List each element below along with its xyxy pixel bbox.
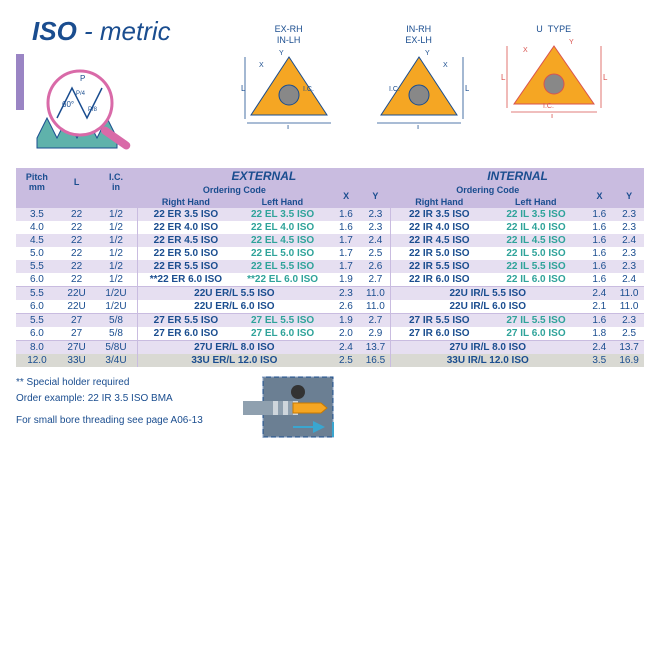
diag-label-2: IN-RH EX-LH — [369, 24, 469, 46]
svg-text:I.C.: I.C. — [303, 86, 314, 93]
svg-text:Y: Y — [425, 50, 430, 57]
table-row: 5.5275/827 ER 5.5 ISO27 EL 5.5 ISO1.92.7… — [16, 314, 644, 328]
svg-text:L: L — [551, 113, 556, 118]
tool-diagram-icon — [223, 367, 373, 457]
table-body: 3.5221/222 ER 3.5 ISO22 EL 3.5 ISO1.62.3… — [16, 208, 644, 367]
table-row: 4.0221/222 ER 4.0 ISO22 EL 4.0 ISO1.62.3… — [16, 221, 644, 234]
diagram-ex-rh: EX-RH IN-LH L L I.C. Y X — [239, 24, 339, 131]
svg-text:Y: Y — [569, 39, 574, 46]
table-row: 5.0221/222 ER 5.0 ISO22 EL 5.0 ISO1.72.5… — [16, 247, 644, 260]
svg-text:L: L — [417, 124, 422, 129]
svg-text:L: L — [241, 84, 246, 93]
table-row: 6.022U1/2U22U ER/L 6.0 ISO2.611.022U IR/… — [16, 300, 644, 314]
svg-text:60°: 60° — [62, 100, 74, 109]
diagram-in-rh: IN-RH EX-LH L L I.C. Y X — [369, 24, 469, 131]
svg-text:P: P — [80, 74, 85, 83]
footnotes: ** Special holder required Order example… — [16, 375, 203, 429]
note-smallbore: For small bore threading see page A06-13 — [16, 413, 203, 429]
magnifier-icon: 60° P P/4 P/8 — [32, 63, 152, 153]
table-row: 8.027U5/8U27U ER/L 8.0 ISO2.413.727U IR/… — [16, 341, 644, 355]
footer: ** Special holder required Order example… — [16, 367, 643, 457]
svg-text:P/4: P/4 — [76, 91, 86, 97]
svg-text:L: L — [501, 73, 506, 82]
diagram-u-type: U TYPE L L L I.C. Y X — [499, 24, 609, 131]
title-main: ISO — [32, 16, 77, 46]
table-row: 6.0221/2**22 ER 6.0 ISO**22 EL 6.0 ISO1.… — [16, 273, 644, 287]
svg-text:L: L — [287, 124, 292, 129]
svg-text:X: X — [259, 62, 264, 69]
insert-diagrams: EX-RH IN-LH L L I.C. Y X IN-RH EX-LH L — [239, 24, 609, 131]
page-title: ISO - metric — [32, 16, 171, 47]
svg-text:X: X — [443, 62, 448, 69]
diag-label-3: U TYPE — [499, 24, 609, 35]
table-row: 3.5221/222 ER 3.5 ISO22 EL 3.5 ISO1.62.3… — [16, 208, 644, 221]
note-special: ** Special holder required — [16, 375, 203, 391]
svg-text:Y: Y — [279, 50, 284, 57]
diag-label-1: EX-RH IN-LH — [239, 24, 339, 46]
svg-text:X: X — [523, 47, 528, 54]
svg-text:L: L — [603, 73, 608, 82]
table-row: 4.5221/222 ER 4.5 ISO22 EL 4.5 ISO1.72.4… — [16, 234, 644, 247]
accent-bar — [16, 54, 24, 110]
title-block: ISO - metric 60° P P/4 P/8 — [32, 16, 171, 158]
note-example: Order example: 22 IR 3.5 ISO BMA — [16, 391, 203, 407]
table-row: 6.0275/827 ER 6.0 ISO27 EL 6.0 ISO2.02.9… — [16, 327, 644, 341]
table-row: 12.033U3/4U33U ER/L 12.0 ISO2.516.533U I… — [16, 354, 644, 367]
title-sub: - metric — [77, 16, 171, 46]
table-row: 5.5221/222 ER 5.5 ISO22 EL 5.5 ISO1.72.6… — [16, 260, 644, 273]
svg-text:L: L — [465, 84, 469, 93]
header-row: ISO - metric 60° P P/4 P/8 EX-RH IN-LH L… — [16, 16, 643, 158]
svg-text:I.C.: I.C. — [543, 103, 554, 110]
svg-text:I.C.: I.C. — [389, 86, 400, 93]
svg-text:P/8: P/8 — [88, 107, 98, 113]
ordering-table: Pitchmm L I.C.in EXTERNAL INTERNAL Order… — [16, 168, 644, 367]
table-row: 5.522U1/2U22U ER/L 5.5 ISO2.311.022U IR/… — [16, 287, 644, 301]
table-header: Pitchmm L I.C.in EXTERNAL INTERNAL Order… — [16, 168, 644, 208]
